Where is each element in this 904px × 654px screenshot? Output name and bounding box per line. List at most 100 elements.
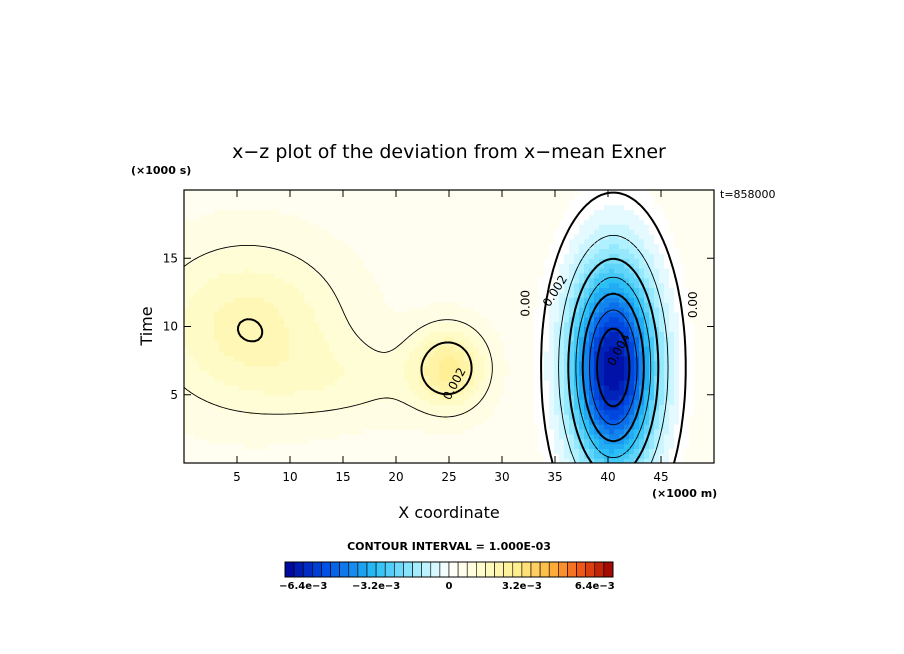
field-cell [439,287,445,293]
field-cell [379,414,385,420]
field-cell [294,360,300,367]
field-cell [189,307,195,313]
field-cell [664,282,670,289]
field-cell [684,316,690,323]
field-cell [344,346,350,352]
field-cell [394,292,400,298]
field-cell [584,268,590,274]
field-cell [599,326,605,332]
field-cell [349,448,355,454]
field-cell [444,248,450,254]
field-cell [314,282,320,289]
field-cell [494,287,500,293]
field-cell [554,336,560,342]
field-cell [599,233,605,240]
field-cell [194,263,200,269]
field-cell [604,316,610,323]
field-cell [469,292,475,298]
field-cell [534,297,540,303]
field-cell [284,292,290,298]
field-cell [389,409,395,415]
field-cell [514,350,520,357]
field-cell [699,302,705,308]
field-cell [404,321,410,328]
field-cell [404,375,410,381]
field-cell [389,365,395,371]
field-cell [429,253,435,259]
field-cell [319,433,325,440]
field-cell [444,370,450,376]
field-cell [499,302,505,308]
field-cell [609,292,615,298]
field-cell [519,292,525,298]
field-cell [329,385,335,391]
field-cell [204,346,210,352]
field-cell [204,438,210,445]
field-cell [314,233,320,240]
field-cell [434,443,440,449]
field-cell [444,326,450,332]
field-cell [274,428,280,435]
field-cell [604,409,610,415]
field-cell [289,253,295,259]
field-cell [584,380,590,386]
field-cell [309,233,315,240]
field-cell [199,272,205,279]
field-cell [504,316,510,323]
field-cell [534,380,540,386]
field-cell [289,404,295,410]
field-cell [319,287,325,293]
field-cell [224,238,230,245]
field-cell [184,287,190,293]
field-cell [369,350,375,357]
field-cell [314,399,320,406]
field-cell [704,385,710,391]
field-cell [649,380,655,386]
field-cell [504,380,510,386]
field-cell [239,287,245,293]
field-cell [329,438,335,445]
field-cell [709,326,714,332]
field-cell [239,331,245,337]
field-cell [644,302,650,308]
field-cell [394,321,400,328]
field-cell [614,316,620,323]
field-cell [484,321,490,328]
field-cell [399,453,405,459]
field-cell [614,287,620,293]
field-cell [184,428,190,435]
field-cell [489,414,495,420]
field-cell [654,424,660,430]
field-cell [524,316,530,323]
field-cell [404,404,410,410]
field-cell [664,272,670,279]
field-cell [384,385,390,391]
field-cell [489,277,495,284]
field-cell [589,409,595,415]
field-cell [209,258,215,264]
field-cell [344,311,350,318]
field-cell [379,302,385,308]
field-cell [634,380,640,386]
field-cell [394,428,400,435]
field-cell [454,307,460,313]
field-cell [439,346,445,352]
field-cell [529,443,535,449]
field-cell [494,438,500,445]
field-cell [454,292,460,298]
field-cell [374,307,380,313]
field-cell [549,414,555,420]
field-cell [454,458,460,463]
field-cell [299,307,305,313]
field-cell [274,331,280,337]
field-cell [434,360,440,367]
field-cell [604,331,610,337]
field-cell [619,394,625,401]
field-cell [489,453,495,459]
field-cell [649,243,655,250]
field-cell [194,233,200,240]
field-cell [339,438,345,445]
field-cell [404,394,410,401]
field-cell [284,302,290,308]
field-cell [644,321,650,328]
